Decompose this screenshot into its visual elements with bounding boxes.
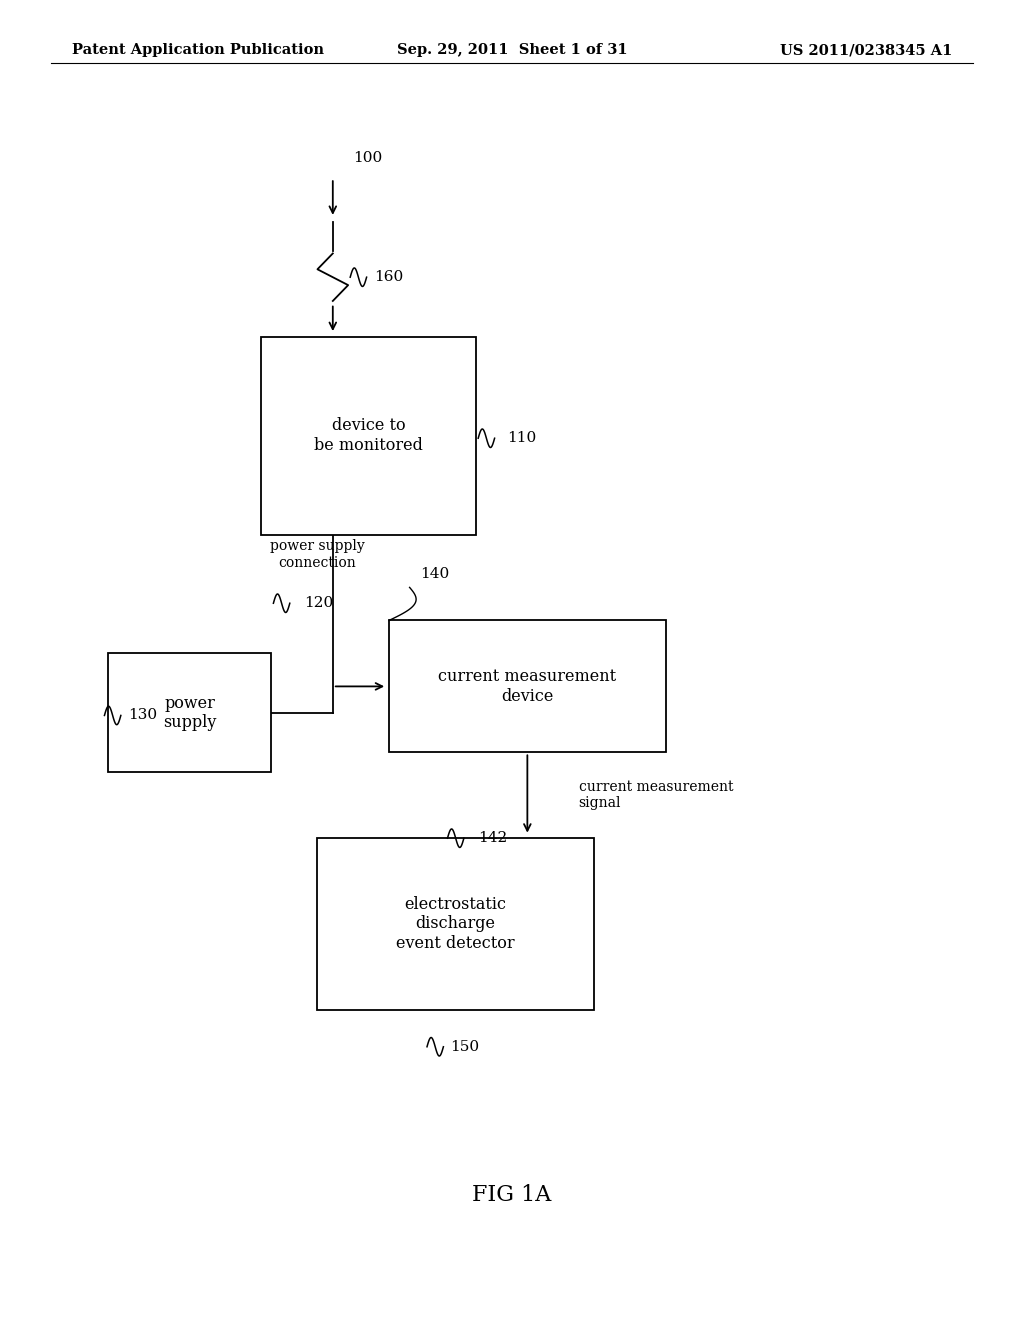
Text: 100: 100 xyxy=(353,150,383,165)
Text: FIG 1A: FIG 1A xyxy=(472,1184,552,1205)
Text: device to
be monitored: device to be monitored xyxy=(314,417,423,454)
Text: 160: 160 xyxy=(374,271,403,284)
Text: US 2011/0238345 A1: US 2011/0238345 A1 xyxy=(780,44,952,57)
FancyBboxPatch shape xyxy=(389,620,666,752)
Text: 110: 110 xyxy=(507,432,537,445)
Text: power supply
connection: power supply connection xyxy=(270,540,365,569)
Text: 142: 142 xyxy=(478,832,508,845)
FancyBboxPatch shape xyxy=(261,337,476,535)
Text: current measurement
device: current measurement device xyxy=(438,668,616,705)
Text: 130: 130 xyxy=(128,709,157,722)
Text: current measurement
signal: current measurement signal xyxy=(579,780,733,809)
Text: 140: 140 xyxy=(420,566,450,581)
Text: power
supply: power supply xyxy=(163,694,216,731)
Text: electrostatic
discharge
event detector: electrostatic discharge event detector xyxy=(396,896,515,952)
Text: 150: 150 xyxy=(451,1040,479,1053)
Text: Sep. 29, 2011  Sheet 1 of 31: Sep. 29, 2011 Sheet 1 of 31 xyxy=(396,44,628,57)
Text: 120: 120 xyxy=(304,597,334,610)
FancyBboxPatch shape xyxy=(317,838,594,1010)
FancyBboxPatch shape xyxy=(108,653,271,772)
Text: Patent Application Publication: Patent Application Publication xyxy=(72,44,324,57)
